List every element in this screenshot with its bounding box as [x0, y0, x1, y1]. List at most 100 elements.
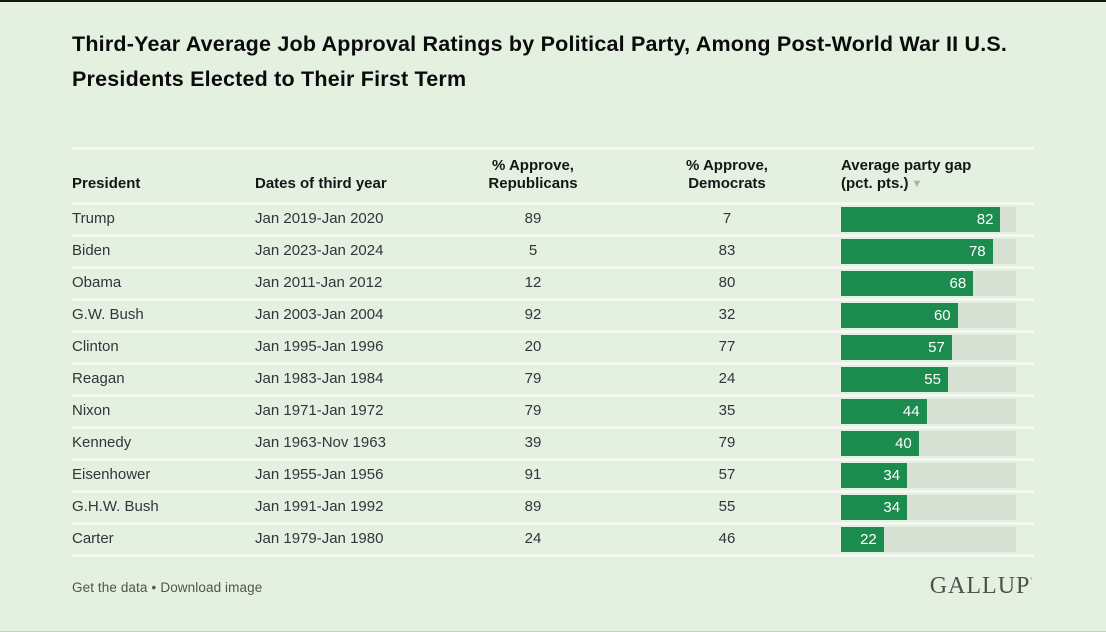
approve-democrats-value: 77: [718, 338, 736, 355]
approve-republicans-value: 89: [524, 210, 542, 227]
gap-bar-track: 82: [841, 207, 1016, 232]
gap-bar-fill: 55: [841, 367, 948, 392]
gap-bar-track: 60: [841, 303, 1016, 328]
gap-bar-value-label: 60: [933, 306, 951, 324]
column-header-dates: Dates of third year: [255, 175, 387, 192]
approve-democrats-value: 35: [718, 402, 736, 419]
party-gap-bar-cell: 22: [833, 525, 1034, 554]
approve-democrats-value: 55: [718, 498, 736, 515]
gap-bar-fill: 78: [841, 239, 993, 264]
gap-bar-fill: 60: [841, 303, 958, 328]
table-row: Obama Jan 2011-Jan 2012 12 80 68: [72, 266, 1034, 298]
gap-bar-track: 40: [841, 431, 1016, 456]
approve-democrats-value: 79: [718, 434, 736, 451]
gap-bar-track: 22: [841, 527, 1016, 552]
table-row: Nixon Jan 1971-Jan 1972 79 35 44: [72, 394, 1034, 426]
third-year-dates: Jan 1983-Jan 1984: [255, 370, 384, 387]
approve-republicans-value: 12: [524, 274, 542, 291]
approve-rep-header-line2: Republicans: [488, 175, 578, 192]
third-year-dates: Jan 2023-Jan 2024: [255, 242, 384, 259]
gap-bar-value-label: 22: [860, 530, 877, 548]
approve-republicans-value: 20: [524, 338, 542, 355]
table-row: Trump Jan 2019-Jan 2020 89 7 82: [72, 202, 1034, 234]
approve-republicans-value: 79: [524, 370, 542, 387]
gallup-logo: GALLUP': [930, 573, 1033, 600]
table-row: G.W. Bush Jan 2003-Jan 2004 92 32 60: [72, 298, 1034, 330]
table-row: Kennedy Jan 1963-Nov 1963 39 79 40: [72, 426, 1034, 458]
chart-title: Third-Year Average Job Approval Ratings …: [72, 32, 1008, 91]
approve-democrats-value: 7: [722, 210, 732, 227]
party-gap-bar-cell: 34: [833, 493, 1034, 522]
president-name: Nixon: [72, 402, 111, 419]
approval-table: President Dates of third year % Approve,…: [72, 147, 1034, 557]
table-row: Clinton Jan 1995-Jan 1996 20 77 57: [72, 330, 1034, 362]
table-row: Reagan Jan 1983-Jan 1984 79 24 55: [72, 362, 1034, 394]
party-gap-bar-cell: 68: [833, 269, 1034, 298]
approve-dem-header-line1: % Approve,: [686, 157, 768, 174]
president-name: Biden: [72, 242, 111, 259]
president-name: Clinton: [72, 338, 119, 355]
gap-bar-fill: 82: [841, 207, 1001, 232]
party-gap-bar-cell: 40: [833, 429, 1034, 458]
gap-bar-value-label: 57: [928, 338, 945, 356]
party-gap-bar-cell: 60: [833, 301, 1034, 330]
gap-bar-fill: 34: [841, 495, 908, 520]
president-name: Eisenhower: [72, 466, 151, 483]
gap-bar-fill: 40: [841, 431, 919, 456]
party-gap-bar-cell: 57: [833, 333, 1034, 362]
table-row: Eisenhower Jan 1955-Jan 1956 91 57 34: [72, 458, 1034, 490]
gap-bar-value-label: 82: [976, 210, 994, 228]
president-name: Obama: [72, 274, 122, 291]
third-year-dates: Jan 1963-Nov 1963: [255, 434, 386, 451]
gap-bar-track: 44: [841, 399, 1016, 424]
gap-bar-fill: 57: [841, 335, 952, 360]
gap-bar-fill: 68: [841, 271, 974, 296]
party-gap-bar-cell: 34: [833, 461, 1034, 490]
approve-republicans-value: 39: [524, 434, 542, 451]
third-year-dates: Jan 1955-Jan 1956: [255, 466, 384, 483]
approve-republicans-value: 89: [524, 498, 542, 515]
approve-democrats-value: 24: [718, 370, 736, 387]
approve-democrats-value: 57: [718, 466, 736, 483]
party-gap-bar-cell: 55: [833, 365, 1034, 394]
column-header-party-gap: Average party gap (pct. pts.) ▼: [833, 157, 1034, 202]
table-row: Carter Jan 1979-Jan 1980 24 46 22: [72, 522, 1034, 557]
column-header-approve-republicans: % Approve, Republicans: [445, 157, 621, 202]
third-year-dates: Jan 2019-Jan 2020: [255, 210, 384, 227]
approve-democrats-value: 32: [718, 306, 736, 323]
approve-republicans-value: 5: [528, 242, 538, 259]
party-gap-bar-cell: 44: [833, 397, 1034, 426]
gap-bar-value-label: 55: [924, 370, 941, 388]
gallup-wordmark: GALLUP: [929, 573, 1031, 599]
president-name: G.H.W. Bush: [72, 498, 159, 515]
sort-descending-icon[interactable]: ▼: [911, 178, 923, 190]
third-year-dates: Jan 2003-Jan 2004: [255, 306, 384, 323]
gap-bar-track: 34: [841, 463, 1016, 488]
download-image-link[interactable]: Download image: [160, 580, 263, 595]
gap-bar-fill: 44: [841, 399, 927, 424]
footer-links: Get the data • Download image: [72, 580, 262, 595]
third-year-dates: Jan 1971-Jan 1972: [255, 402, 384, 419]
gap-bar-track: 57: [841, 335, 1016, 360]
gap-bar-fill: 34: [841, 463, 908, 488]
approve-dem-header-line2: Democrats: [688, 175, 766, 192]
gap-bar-fill: 22: [841, 527, 884, 552]
president-name: Kennedy: [72, 434, 132, 451]
column-header-president: President: [72, 175, 141, 192]
approve-rep-header-line1: % Approve,: [492, 157, 574, 174]
president-name: G.W. Bush: [72, 306, 144, 323]
party-gap-header-line1: Average party gap: [841, 157, 972, 174]
gap-bar-track: 68: [841, 271, 1016, 296]
third-year-dates: Jan 2011-Jan 2012: [255, 274, 383, 291]
get-the-data-link[interactable]: Get the data: [72, 580, 148, 595]
president-name: Trump: [72, 210, 115, 227]
third-year-dates: Jan 1995-Jan 1996: [255, 338, 384, 355]
footer-link-separator: •: [151, 580, 157, 595]
table-body: Trump Jan 2019-Jan 2020 89 7 82 Biden Ja…: [72, 202, 1034, 557]
gap-bar-value-label: 40: [895, 434, 912, 452]
gallup-trademark-tick: ': [1030, 576, 1033, 586]
approve-republicans-value: 79: [524, 402, 542, 419]
column-header-approve-democrats: % Approve, Democrats: [621, 157, 833, 202]
gap-bar-track: 34: [841, 495, 1016, 520]
president-name: Reagan: [72, 370, 125, 387]
